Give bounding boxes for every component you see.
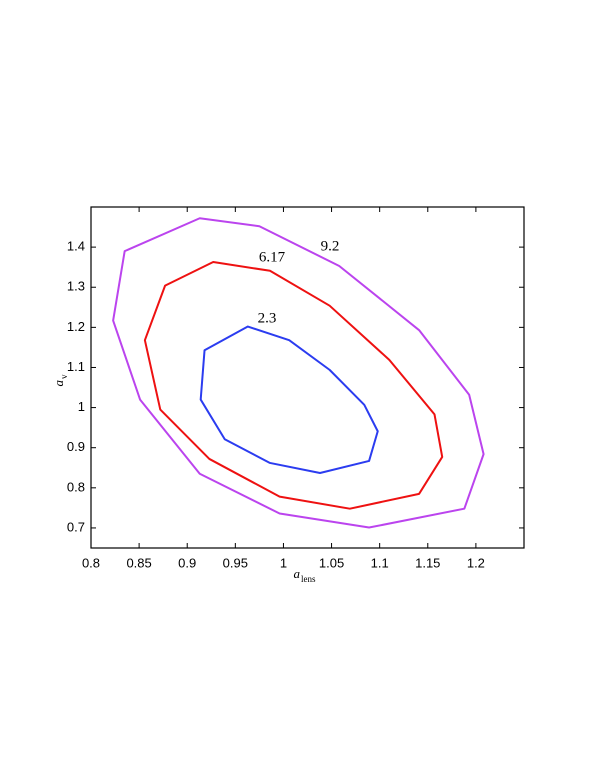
x-tick-label: 1.2 (467, 555, 485, 570)
contour-label: 2.3 (258, 310, 277, 326)
x-tick-label: 0.8 (82, 555, 100, 570)
y-tick-label: 0.9 (67, 439, 85, 454)
x-tick-label: 0.85 (126, 555, 151, 570)
y-axis-label: a (51, 380, 66, 387)
y-tick-label: 1.2 (67, 319, 85, 334)
y-axis-label-group: a v (51, 374, 69, 387)
contour-line (112, 217, 485, 529)
x-tick-label: 1.15 (415, 555, 440, 570)
y-tick-label: 1.1 (67, 359, 85, 374)
x-tick-label: 1.05 (319, 555, 344, 570)
contour-line (143, 260, 444, 510)
contour-label: 9.2 (321, 238, 340, 254)
x-tick-label: 1.1 (371, 555, 389, 570)
x-tick-label: 1 (280, 555, 287, 570)
y-tick-label: 0.7 (67, 519, 85, 534)
x-tick-label: 0.95 (223, 555, 248, 570)
x-axis-label: a (294, 566, 301, 581)
x-axis-label-sub: lens (301, 574, 316, 584)
y-tick-label: 0.8 (67, 479, 85, 494)
contour-label: 6.17 (259, 249, 286, 265)
y-tick-label: 1.3 (67, 279, 85, 294)
plot-frame (90, 206, 525, 549)
y-tick-label: 1.4 (67, 239, 85, 254)
y-tick-label: 1 (78, 399, 85, 414)
contour-line (199, 325, 379, 474)
x-tick-label: 0.9 (178, 555, 196, 570)
y-axis-label-sub: v (59, 374, 69, 379)
